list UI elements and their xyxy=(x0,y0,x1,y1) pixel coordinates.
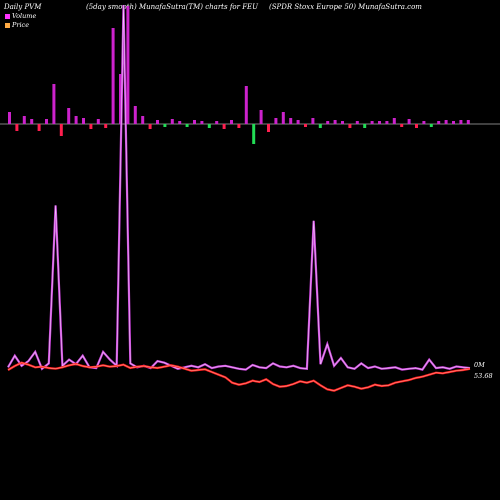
last-volume-label: 0M xyxy=(474,361,485,369)
volume-bar xyxy=(96,119,100,124)
volume-bar xyxy=(111,28,115,124)
volume-bar xyxy=(318,124,322,128)
series-lines xyxy=(7,4,471,392)
volume-bar xyxy=(259,110,263,124)
volume-bar xyxy=(296,120,300,124)
volume-bar xyxy=(15,124,19,131)
header-right: (SPDR Stoxx Europe 50) MunafaSutra.com xyxy=(269,3,422,11)
volume-bar xyxy=(400,124,404,127)
volume-bar xyxy=(89,124,93,129)
volume-bar xyxy=(392,118,396,124)
volume-bar xyxy=(185,124,189,127)
volume-bar xyxy=(237,124,241,128)
volume-bar xyxy=(252,124,256,144)
volume-bar xyxy=(178,121,182,124)
volume-bar xyxy=(230,120,233,124)
volume-bar xyxy=(289,118,293,124)
volume-bars xyxy=(8,6,470,144)
volume-bar xyxy=(133,106,137,124)
volume-bar xyxy=(215,121,219,124)
volume-bar xyxy=(207,124,211,128)
volume-bar xyxy=(311,118,315,124)
volume-bar xyxy=(304,124,307,127)
volume-bar xyxy=(59,124,63,136)
price-line-highlight xyxy=(7,362,471,391)
volume-bar xyxy=(267,124,270,132)
volume-bar xyxy=(193,120,196,124)
volume-bar xyxy=(415,124,418,128)
volume-bar xyxy=(281,112,285,124)
volume-bar xyxy=(74,116,78,124)
volume-bar xyxy=(8,112,11,124)
volume-bar xyxy=(67,108,71,124)
header-center: (5day smooth) MunafaSutra(TM) charts for… xyxy=(86,3,259,11)
volume-bar xyxy=(422,121,426,124)
volume-bar xyxy=(222,124,226,129)
volume-bar xyxy=(274,118,278,124)
volume-bar xyxy=(429,124,433,127)
volume-bar xyxy=(348,124,352,128)
volume-bar xyxy=(466,120,470,124)
volume-bar xyxy=(355,121,359,124)
legend-item-price: Price xyxy=(5,21,36,30)
volume-bar xyxy=(437,121,441,124)
volume-bar xyxy=(378,121,381,124)
volume-bar xyxy=(326,121,330,124)
volume-bar xyxy=(37,124,41,131)
volume-bar xyxy=(141,116,145,124)
volume-bar xyxy=(459,120,463,124)
volume-swatch-icon xyxy=(5,14,10,19)
volume-bar xyxy=(126,6,130,124)
volume-bar xyxy=(163,124,167,127)
volume-bar xyxy=(45,119,48,124)
volume-bar xyxy=(333,120,337,124)
legend-item-volume: Volume xyxy=(5,12,36,21)
volume-bar xyxy=(370,121,374,124)
price-swatch-icon xyxy=(5,23,10,28)
volume-bar xyxy=(30,119,34,124)
price-line xyxy=(7,361,471,392)
last-price-label: 53.68 xyxy=(474,372,493,380)
volume-bar xyxy=(148,124,152,129)
volume-bar xyxy=(341,121,344,124)
volume-bar xyxy=(82,118,85,124)
volume-bar xyxy=(452,121,455,124)
volume-bar xyxy=(363,124,367,128)
volume-bar xyxy=(200,121,204,124)
legend-label-price: Price xyxy=(12,21,30,29)
volume-line-highlight xyxy=(7,4,471,370)
volume-bar xyxy=(407,119,411,124)
volume-bar xyxy=(52,84,56,124)
volume-bar xyxy=(104,124,108,128)
volume-bar xyxy=(444,120,448,124)
volume-bar xyxy=(156,120,159,124)
volume-line xyxy=(7,4,471,371)
volume-bar xyxy=(22,116,26,124)
header-left: Daily PVM xyxy=(4,3,42,11)
volume-bar xyxy=(119,74,122,124)
volume-bar xyxy=(385,121,389,124)
legend: Volume Price xyxy=(5,12,36,30)
legend-label-volume: Volume xyxy=(12,12,37,20)
volume-bar xyxy=(244,86,248,124)
volume-bar xyxy=(170,119,174,124)
